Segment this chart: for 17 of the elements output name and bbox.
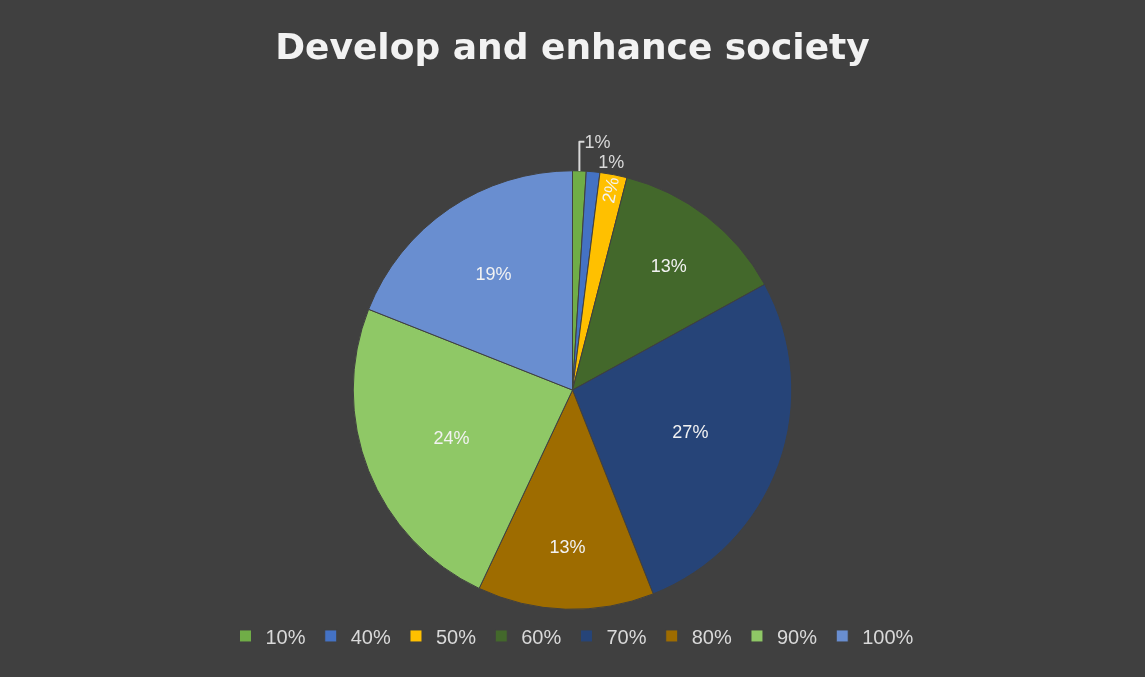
- chart-title: Develop and enhance society: [275, 26, 870, 68]
- legend-label: 10%: [265, 625, 306, 648]
- data-label: 1%: [598, 151, 625, 172]
- legend-label: 70%: [606, 625, 647, 648]
- legend-label: 80%: [691, 625, 732, 648]
- legend-label: 90%: [776, 625, 818, 648]
- legend-label: 60%: [521, 625, 562, 648]
- legend-label: 40%: [350, 625, 391, 648]
- data-label: 13%: [549, 536, 586, 557]
- data-label: 13%: [650, 256, 687, 277]
- data-label: 2%: [598, 175, 623, 205]
- legend-label: 50%: [435, 625, 477, 648]
- data-label: 1%: [584, 131, 611, 152]
- data-label: 24%: [433, 427, 470, 448]
- data-label: 27%: [672, 422, 709, 443]
- legend-label: 100%: [862, 625, 914, 648]
- data-label: 19%: [475, 263, 512, 284]
